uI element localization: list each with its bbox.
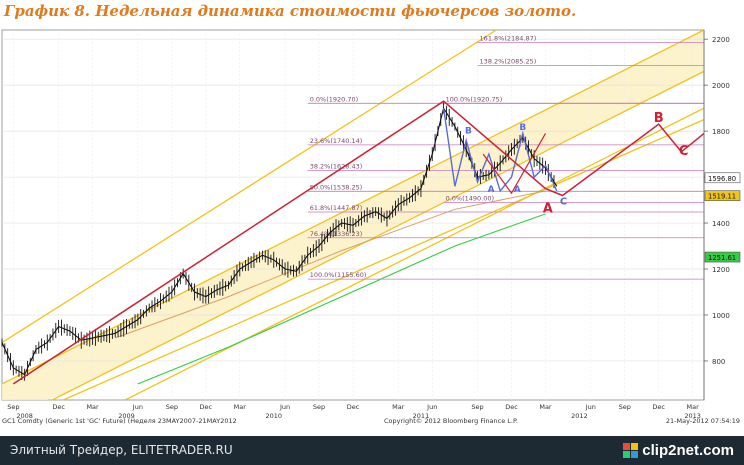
blue-wave-line <box>442 107 558 193</box>
logo-square <box>623 450 631 458</box>
chart-source: GC1 Comdty (Generic 1st 'GC' Future) (Не… <box>2 417 237 425</box>
wave-label: A <box>543 202 553 217</box>
x-month-label: Mar <box>687 403 700 411</box>
x-month-label: Dec <box>52 403 65 411</box>
y-tick-label: 1000 <box>712 312 730 320</box>
x-month-label: Jun <box>585 403 596 411</box>
x-year-label: 2013 <box>684 412 701 420</box>
y-tick-label: 800 <box>712 358 725 366</box>
y-tick-label: 2000 <box>712 82 730 90</box>
wave-pattern <box>442 107 558 193</box>
channel-lines <box>1 29 705 401</box>
x-month-label: Sep <box>313 403 325 411</box>
x-month-label: Dec <box>347 403 360 411</box>
fib-level-label: 50.0%(1538.25) <box>310 183 363 191</box>
channel-line <box>1 29 705 385</box>
x-month-label: Mar <box>392 403 405 411</box>
wave-label: A <box>514 185 521 195</box>
x-year-label: 2012 <box>571 412 588 420</box>
logo-square <box>631 442 639 450</box>
x-month-label: Dec <box>652 403 665 411</box>
fib-level-label: 0.0%(1920.70) <box>310 95 358 103</box>
fib-level-label: 38.2%(1628.43) <box>310 163 363 171</box>
moving-averages <box>115 190 546 385</box>
page-footer: Элитный Трейдер, ELITETRADER.RU clip2net… <box>0 436 744 465</box>
x-month-label: Dec <box>200 403 213 411</box>
x-month-label: Sep <box>471 403 483 411</box>
y-tick-label: 2200 <box>712 36 730 44</box>
fib-level-label: 100.0%(1920.75) <box>446 95 503 103</box>
wave-label: C <box>679 144 689 159</box>
value-tag-box <box>704 172 741 184</box>
x-month-label: Mar <box>86 403 99 411</box>
price-chart: 161.8%(2184.87) 138.2%(2085.25) 0.0%(1920.… <box>1 29 741 425</box>
trend-lines <box>12 100 705 385</box>
x-year-label: 2008 <box>16 412 33 420</box>
logo-text: clip2net.com <box>642 441 734 459</box>
logo-square <box>631 450 639 458</box>
channel-line <box>51 70 705 401</box>
x-year-label: 2010 <box>265 412 282 420</box>
value-tags: 1596.80 1519.11 1251.61 <box>704 172 741 263</box>
fib-level-label: 138.2%(2085.25) <box>480 58 537 66</box>
channel-line <box>124 107 705 401</box>
wave-label: C <box>560 197 567 208</box>
x-month-label: Dec <box>505 403 518 411</box>
clip2net-logo: clip2net.com <box>623 439 734 461</box>
x-month-label: Sep <box>7 403 19 411</box>
x-month-label: Mar <box>234 403 247 411</box>
chart-title: График 8. Недельная динамика стоимости ф… <box>4 2 577 20</box>
fib-level-label: 161.8%(2184.87) <box>480 35 537 43</box>
value-tag-box <box>704 190 741 201</box>
tan-moving-average <box>115 190 546 339</box>
x-month-label: Jun <box>132 403 143 411</box>
y-tick-label: 1800 <box>712 128 730 136</box>
value-tag-label: 1596.80 <box>708 175 736 183</box>
x-month-label: Sep <box>619 403 631 411</box>
wave-label: B <box>654 111 664 126</box>
x-month-label: Sep <box>166 403 178 411</box>
x-month-label: Jun <box>426 403 437 411</box>
chart-copyright: Copyright© 2012 Bloomberg Finance L.P. <box>384 417 518 425</box>
chart-timestamp: 21-May-2012 07:54:19 <box>666 417 740 425</box>
wave-label: B <box>465 126 472 136</box>
x-year-label: 2011 <box>413 412 430 420</box>
x-month-label: Jun <box>279 403 290 411</box>
fib-level-label: 61.8%(1447.87) <box>310 204 363 212</box>
fib-level-label: 0.0%(1490.00) <box>446 194 494 202</box>
value-tag-label: 1251.61 <box>708 254 736 262</box>
wave-label: B <box>519 123 526 133</box>
logo-square <box>623 442 631 450</box>
fib-level-label: 100.0%(1155.60) <box>310 271 367 279</box>
channel-line <box>62 119 705 401</box>
value-tag-label: 1519.11 <box>708 193 736 201</box>
channel-line <box>1 29 497 344</box>
red-trend-line <box>12 100 705 385</box>
green-moving-average <box>137 213 546 385</box>
red-projection-line <box>482 133 547 195</box>
logo-squares-icon <box>623 442 639 458</box>
y-axis: 8001000120014001600180020002200 <box>703 30 730 400</box>
fibonacci-levels: 161.8%(2184.87) 138.2%(2085.25) 0.0%(1920.… <box>307 35 704 280</box>
x-axis: Sep Dec Mar Jun Sep Dec Mar Jun Sep Dec Mar Jun Sep D… <box>7 403 701 420</box>
footer-site-name: Элитный Трейдер, ELITETRADER.RU <box>10 443 233 457</box>
x-month-label: Mar <box>539 403 552 411</box>
y-tick-label: 1400 <box>712 220 730 228</box>
x-year-label: 2009 <box>118 412 135 420</box>
wave-label: A <box>488 185 495 195</box>
fib-level-label: 23.6%(1740.14) <box>310 137 363 145</box>
y-tick-label: 1200 <box>712 266 730 274</box>
value-tag-box <box>704 251 741 263</box>
